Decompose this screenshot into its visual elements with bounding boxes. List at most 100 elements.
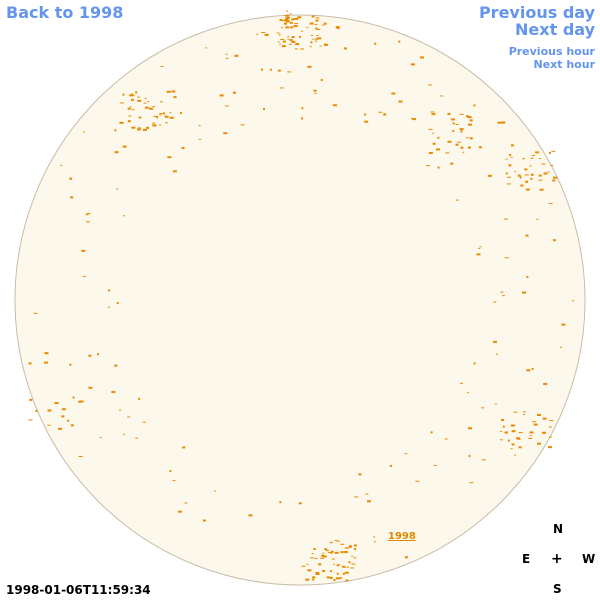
speck (169, 470, 172, 473)
speck (298, 35, 301, 38)
next-hour-link[interactable]: Next hour (533, 58, 596, 71)
speck (505, 172, 508, 175)
speck (44, 361, 49, 364)
speck (501, 121, 506, 124)
speck (351, 563, 356, 565)
back-link[interactable]: Back to 1998 (6, 3, 124, 22)
speck (123, 433, 126, 435)
speck (285, 26, 290, 29)
speck (330, 552, 333, 554)
speck (99, 437, 102, 439)
speck (476, 253, 481, 256)
speck (88, 386, 93, 389)
speck (514, 454, 517, 456)
speck (542, 417, 547, 420)
speck (54, 402, 59, 405)
speck (548, 436, 552, 438)
speck (548, 426, 552, 428)
speck (184, 502, 188, 504)
speck (311, 552, 314, 554)
speck (305, 578, 310, 581)
speck (159, 124, 162, 126)
speck (158, 113, 163, 115)
speck (459, 113, 464, 115)
speck (285, 16, 290, 19)
speck (295, 43, 300, 46)
speck (178, 510, 183, 513)
speck (320, 79, 323, 82)
compass-east: E (522, 552, 531, 566)
speck (225, 53, 228, 55)
speck (96, 353, 99, 356)
speck (517, 438, 521, 440)
speck (428, 151, 433, 154)
speck (522, 411, 526, 413)
speck (172, 480, 176, 482)
speck (138, 127, 142, 129)
speck (514, 171, 517, 173)
speck (260, 68, 263, 71)
speck (135, 91, 138, 94)
speck (500, 439, 504, 441)
speck (287, 71, 292, 73)
speck (263, 108, 266, 111)
speck (411, 117, 414, 119)
speck (335, 26, 340, 29)
speck (537, 442, 542, 445)
speck (219, 94, 224, 97)
speck (331, 558, 335, 560)
speck (344, 47, 348, 50)
speck (548, 152, 551, 155)
speck (532, 421, 537, 423)
compass-west: W (582, 552, 596, 566)
speck (135, 437, 139, 439)
speck (116, 188, 119, 190)
speck (317, 37, 322, 40)
timestamp: 1998-01-06T11:59:34 (6, 583, 151, 597)
speck (342, 566, 347, 568)
previous-hour-link[interactable]: Previous hour (508, 45, 595, 58)
speck (500, 291, 504, 293)
speck (348, 561, 351, 564)
speck (342, 572, 345, 575)
speck (130, 98, 134, 101)
speck (431, 113, 436, 116)
speck (281, 45, 286, 48)
speck (543, 172, 548, 175)
speck (473, 104, 476, 107)
speck (313, 89, 317, 92)
speck (522, 291, 527, 294)
previous-day-link[interactable]: Previous day (478, 3, 595, 22)
speck (468, 454, 471, 457)
speck (182, 446, 186, 449)
speck (279, 19, 283, 22)
speck (452, 129, 455, 132)
speck (502, 425, 505, 428)
next-day-link[interactable]: Next day (515, 20, 595, 39)
speck (321, 554, 325, 557)
speck (277, 41, 280, 43)
speck (301, 107, 304, 110)
speck (312, 578, 315, 581)
speck (127, 416, 131, 418)
speck (497, 121, 502, 124)
speck (333, 579, 336, 582)
speck (283, 22, 287, 25)
speck (455, 123, 459, 125)
speck (548, 202, 553, 204)
speck (294, 48, 298, 50)
year-label[interactable]: 1998 (388, 531, 416, 542)
speck (504, 257, 509, 259)
speck (300, 48, 305, 50)
speck (358, 473, 362, 476)
speck (289, 13, 292, 15)
speck (142, 421, 146, 423)
speck (430, 431, 433, 434)
speck (572, 300, 575, 302)
speck (114, 129, 117, 132)
speck (428, 128, 433, 130)
speck (508, 164, 512, 167)
speck (520, 184, 524, 187)
speck (334, 540, 338, 542)
speck (440, 95, 444, 97)
